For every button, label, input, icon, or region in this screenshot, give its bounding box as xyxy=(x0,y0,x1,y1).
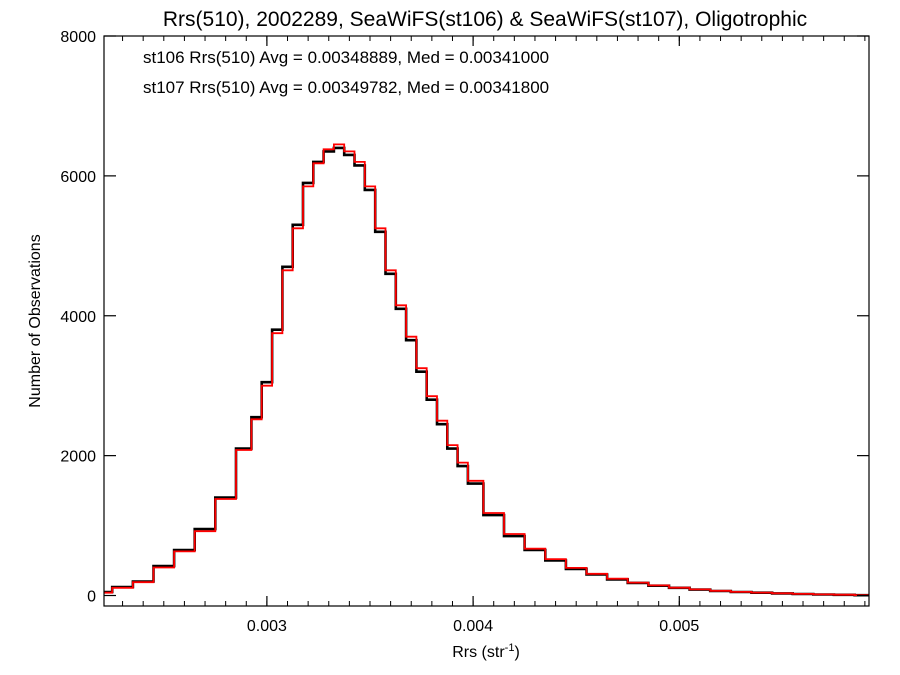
y-axis-label: Number of Observations xyxy=(27,234,44,407)
series-layer xyxy=(104,143,869,597)
y-tick-label: 2000 xyxy=(60,449,96,466)
y-tick-label: 8000 xyxy=(60,29,96,46)
y-tick-label: 4000 xyxy=(60,309,96,326)
series-st107-line xyxy=(104,143,869,596)
chart-title: Rrs(510), 2002289, SeaWiFS(st106) & SeaW… xyxy=(163,8,807,31)
y-tick-label: 6000 xyxy=(60,169,96,186)
x-axis-label-exponent: -1 xyxy=(505,642,515,654)
x-axis-label-main: Rrs (str xyxy=(452,644,505,661)
x-tick-label: 0.004 xyxy=(453,618,493,635)
legend-st106-stats: st106 Rrs(510) Avg = 0.00348889, Med = 0… xyxy=(143,48,549,67)
x-tick-label: 0.003 xyxy=(247,618,287,635)
legend-st107-stats: st107 Rrs(510) Avg = 0.00349782, Med = 0… xyxy=(143,78,549,97)
x-axis-label-suffix: ) xyxy=(514,644,519,661)
y-tick-label: 0 xyxy=(87,589,96,606)
x-axis-label: Rrs (str-1) xyxy=(452,642,520,661)
axis-ticks: 0.003 0.004 0.005 0 2000 4000 6000 8000 xyxy=(60,29,869,635)
plot-frame xyxy=(103,35,870,607)
x-tick-label: 0.005 xyxy=(659,618,699,635)
series-st106-line xyxy=(104,146,869,597)
